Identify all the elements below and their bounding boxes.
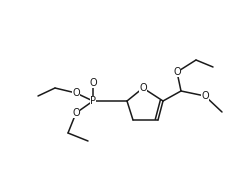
Text: O: O — [201, 91, 209, 101]
Text: O: O — [173, 67, 181, 77]
Text: O: O — [72, 108, 80, 118]
Text: P: P — [90, 96, 96, 106]
Text: O: O — [139, 83, 147, 93]
Text: O: O — [72, 88, 80, 98]
Text: O: O — [89, 78, 97, 88]
